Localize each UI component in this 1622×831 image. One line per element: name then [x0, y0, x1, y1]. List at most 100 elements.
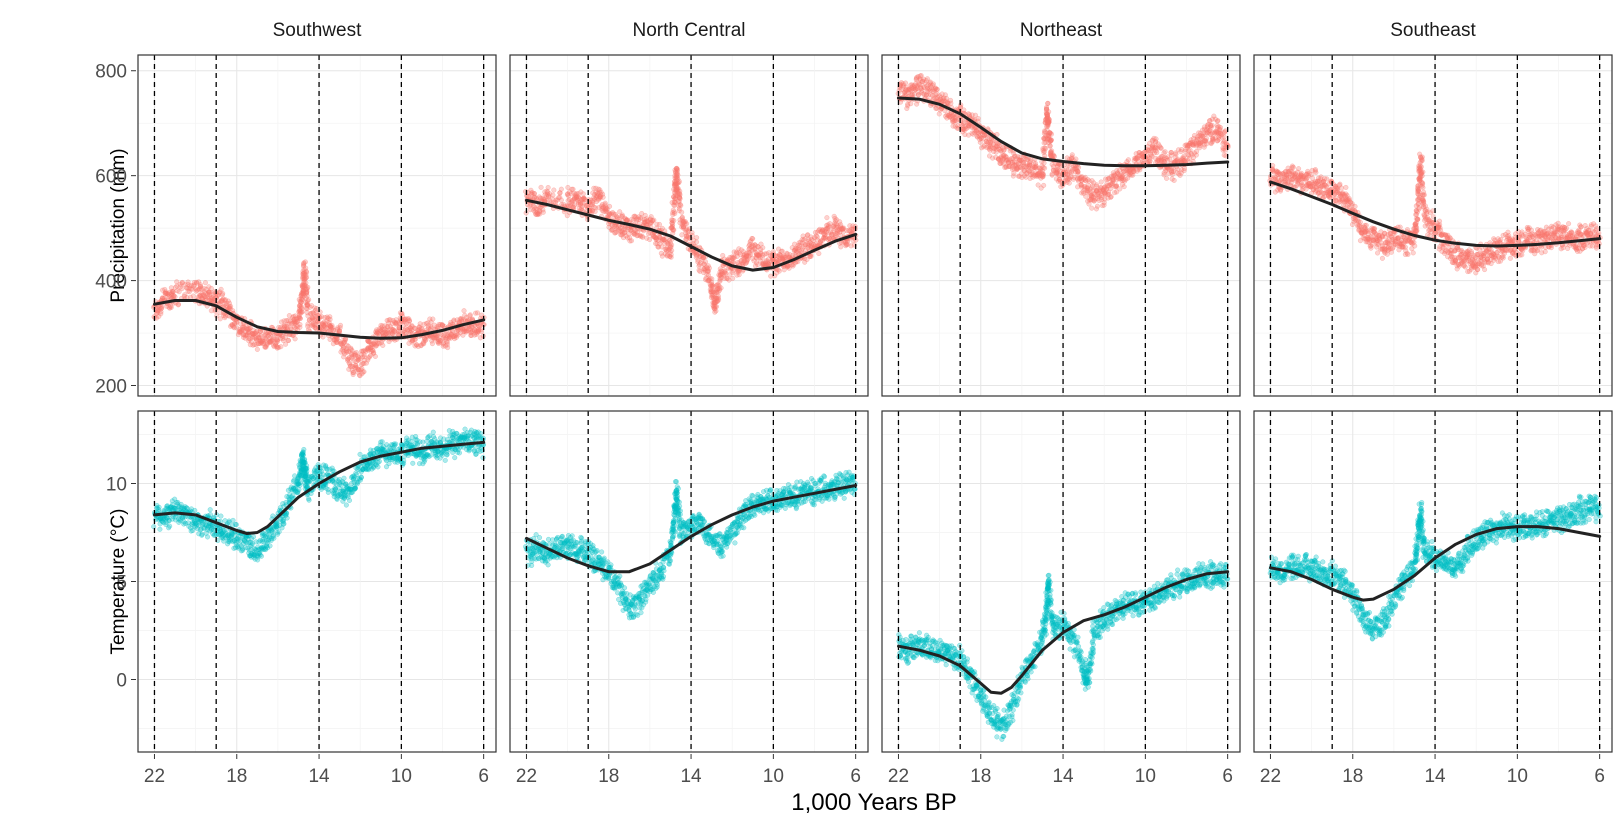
data-point: [1420, 158, 1425, 163]
data-point: [255, 347, 260, 352]
data-point: [1455, 245, 1460, 250]
data-point: [321, 335, 326, 340]
x-tick-label: 14: [1424, 766, 1446, 787]
x-tick-label: 14: [1052, 766, 1074, 787]
data-point: [1416, 188, 1421, 193]
data-point: [647, 237, 652, 242]
data-point: [1291, 165, 1296, 170]
data-point: [1416, 198, 1421, 203]
data-point: [1047, 120, 1052, 125]
data-point: [1154, 150, 1159, 155]
data-point: [1070, 153, 1075, 158]
data-point: [650, 218, 655, 223]
x-tick-label: 18: [598, 766, 619, 787]
data-point: [1564, 226, 1569, 231]
data-point: [1163, 149, 1168, 154]
data-point: [817, 251, 822, 256]
data-point: [1419, 165, 1424, 170]
data-point: [1535, 248, 1540, 253]
data-point: [640, 235, 645, 240]
data-point: [1482, 267, 1487, 272]
data-point: [191, 294, 196, 299]
data-point: [304, 276, 309, 281]
data-point: [1380, 256, 1385, 261]
data-point: [407, 319, 412, 324]
data-point: [1324, 177, 1329, 182]
facet-title: Southeast: [1390, 20, 1476, 41]
data-point: [581, 192, 586, 197]
data-point: [825, 215, 830, 220]
data-point: [298, 322, 303, 327]
data-point: [1159, 146, 1164, 151]
x-tick-label: 10: [763, 766, 784, 787]
data-point: [1412, 244, 1417, 249]
data-point: [203, 280, 208, 285]
data-point: [777, 269, 782, 274]
data-point: [1041, 165, 1046, 170]
data-point: [1045, 124, 1050, 129]
data-point: [1543, 249, 1548, 254]
y-tick-label: 800: [95, 62, 127, 83]
data-point: [1420, 173, 1425, 178]
data-point: [1045, 112, 1050, 117]
data-point: [607, 204, 612, 209]
data-point: [1421, 190, 1426, 195]
data-point: [1314, 170, 1319, 175]
data-point: [1044, 105, 1049, 110]
data-point: [423, 338, 428, 343]
x-tick-label: 14: [680, 766, 702, 787]
data-point: [1549, 245, 1554, 250]
data-point: [1042, 141, 1047, 146]
data-point: [601, 195, 606, 200]
data-point: [552, 188, 557, 193]
data-point: [1109, 194, 1114, 199]
panel-precipitation-0: [138, 55, 496, 396]
data-point: [445, 345, 450, 350]
data-point: [1344, 185, 1349, 190]
panel-precipitation-3: [1254, 55, 1612, 396]
data-point: [1583, 245, 1588, 250]
data-point: [1398, 225, 1403, 230]
data-point: [678, 203, 683, 208]
data-point: [532, 191, 537, 196]
x-tick-label: 6: [1594, 766, 1605, 787]
data-point: [1204, 136, 1209, 141]
x-tick-label: 6: [478, 766, 489, 787]
data-point: [462, 308, 467, 313]
data-point: [683, 222, 688, 227]
y-tick-label: 200: [95, 377, 127, 398]
data-point: [730, 276, 735, 281]
data-point: [1083, 194, 1088, 199]
data-point: [1138, 167, 1143, 172]
data-point: [1469, 249, 1474, 254]
y-tick-label: 400: [95, 272, 127, 293]
data-point: [1041, 183, 1046, 188]
data-point: [750, 236, 755, 241]
data-point: [1099, 180, 1104, 185]
data-point: [299, 310, 304, 315]
data-point: [1566, 221, 1571, 226]
data-point: [1194, 153, 1199, 158]
data-point: [362, 369, 367, 374]
data-point: [669, 255, 674, 260]
data-point: [657, 222, 662, 227]
data-point: [286, 338, 291, 343]
x-tick-label: 22: [888, 766, 909, 787]
data-point: [1215, 119, 1220, 124]
data-point: [551, 193, 556, 198]
data-point: [430, 341, 435, 346]
x-tick-label: 6: [1222, 766, 1233, 787]
data-point: [362, 353, 367, 358]
x-tick-label: 22: [516, 766, 537, 787]
data-point: [1052, 154, 1057, 159]
data-point: [373, 354, 378, 359]
data-point: [1174, 152, 1179, 157]
data-point: [1126, 158, 1131, 163]
data-point: [1420, 184, 1425, 189]
data-point: [305, 285, 310, 290]
data-point: [1358, 220, 1363, 225]
data-point: [180, 286, 185, 291]
x-tick-label: 10: [1507, 766, 1528, 787]
